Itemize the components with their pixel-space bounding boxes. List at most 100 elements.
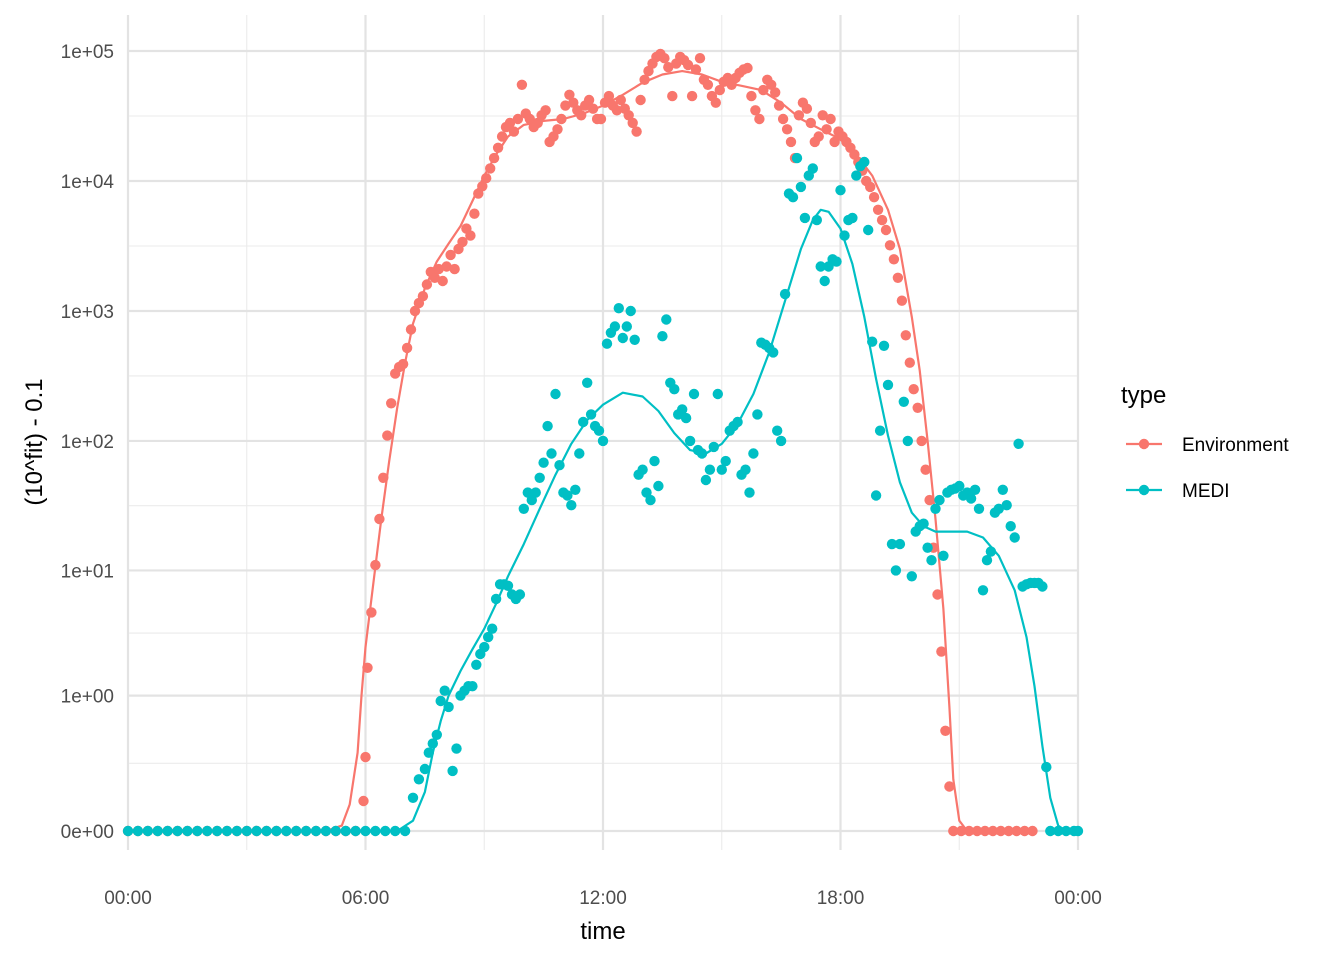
data-point bbox=[625, 305, 636, 317]
data-point bbox=[627, 117, 638, 129]
data-point bbox=[785, 136, 797, 148]
data-point bbox=[971, 825, 983, 837]
data-point bbox=[944, 781, 955, 792]
data-point bbox=[773, 100, 785, 111]
data-point bbox=[742, 62, 753, 74]
data-point bbox=[888, 254, 900, 265]
data-point bbox=[401, 342, 413, 354]
legend: type Environment MEDI bbox=[1121, 382, 1289, 502]
data-point bbox=[542, 420, 553, 432]
data-point bbox=[202, 825, 213, 837]
data-point bbox=[985, 546, 997, 557]
data-point bbox=[585, 409, 597, 420]
data-point bbox=[758, 84, 769, 96]
data-point bbox=[1053, 825, 1064, 837]
data-point bbox=[791, 152, 803, 164]
data-point bbox=[479, 641, 490, 653]
data-point bbox=[514, 589, 526, 600]
data-point bbox=[902, 435, 913, 447]
data-point bbox=[382, 430, 393, 441]
data-point bbox=[566, 500, 577, 511]
data-point bbox=[609, 321, 621, 332]
data-point bbox=[868, 192, 880, 203]
data-point bbox=[740, 464, 751, 475]
data-point bbox=[211, 825, 223, 837]
data-point bbox=[793, 110, 805, 121]
data-point bbox=[251, 825, 262, 837]
data-point bbox=[716, 464, 727, 475]
data-point bbox=[657, 331, 668, 342]
data-point bbox=[570, 484, 581, 495]
data-point bbox=[1045, 825, 1056, 837]
data-point bbox=[900, 330, 911, 341]
data-point bbox=[801, 103, 813, 114]
data-point bbox=[732, 416, 743, 428]
data-point bbox=[518, 503, 529, 514]
data-point bbox=[882, 379, 894, 391]
data-point bbox=[965, 493, 977, 504]
data-point bbox=[597, 435, 609, 447]
data-point bbox=[938, 550, 949, 561]
data-point bbox=[409, 305, 421, 317]
data-point bbox=[538, 457, 549, 468]
y-tick-label: 1e+03 bbox=[61, 302, 114, 323]
data-point bbox=[386, 398, 397, 409]
legend-label-medi: MEDI bbox=[1182, 481, 1230, 502]
data-point bbox=[863, 224, 874, 236]
data-point bbox=[449, 263, 460, 275]
series-medi bbox=[122, 152, 1084, 837]
data-point bbox=[556, 113, 567, 125]
data-point bbox=[821, 124, 832, 135]
data-point bbox=[930, 503, 941, 514]
data-point bbox=[777, 113, 789, 125]
data-point bbox=[690, 64, 702, 75]
data-point bbox=[281, 825, 292, 837]
data-point bbox=[330, 825, 341, 837]
data-point bbox=[908, 384, 919, 395]
data-point bbox=[564, 89, 575, 101]
data-point bbox=[340, 825, 351, 837]
legend-item-environment: Environment bbox=[1126, 435, 1289, 456]
data-point bbox=[481, 173, 492, 184]
data-point bbox=[815, 261, 826, 272]
data-point bbox=[754, 113, 765, 125]
data-point bbox=[847, 212, 858, 224]
data-point bbox=[813, 131, 824, 142]
data-point bbox=[661, 314, 672, 325]
data-point bbox=[819, 275, 830, 287]
data-point bbox=[417, 291, 429, 302]
series-environment bbox=[122, 48, 1038, 837]
data-point bbox=[880, 224, 892, 236]
data-point bbox=[653, 480, 664, 492]
data-point bbox=[550, 388, 561, 400]
data-point bbox=[300, 825, 312, 837]
data-point bbox=[805, 117, 816, 129]
y-tick-label: 1e+04 bbox=[61, 172, 115, 193]
data-point bbox=[524, 113, 535, 125]
data-point bbox=[502, 580, 514, 591]
data-point bbox=[831, 256, 842, 267]
data-point bbox=[669, 384, 680, 395]
data-point bbox=[817, 110, 828, 121]
data-point bbox=[574, 448, 585, 459]
data-point bbox=[916, 435, 927, 447]
data-point bbox=[562, 490, 573, 501]
data-point bbox=[886, 538, 898, 550]
data-point bbox=[132, 825, 144, 837]
y-tick-label: 1e+01 bbox=[61, 561, 114, 582]
data-points bbox=[122, 48, 1084, 837]
data-point bbox=[423, 747, 434, 758]
data-point bbox=[704, 464, 716, 475]
data-point bbox=[920, 464, 931, 475]
data-point bbox=[892, 272, 904, 283]
data-point bbox=[390, 825, 401, 837]
data-point bbox=[1060, 825, 1072, 837]
data-point bbox=[1001, 500, 1012, 511]
data-point bbox=[429, 272, 440, 283]
data-point bbox=[380, 825, 391, 837]
y-tick-label: 1e+02 bbox=[61, 432, 114, 453]
data-point bbox=[552, 124, 563, 135]
data-point bbox=[787, 192, 799, 203]
data-point bbox=[912, 402, 923, 413]
data-point bbox=[811, 214, 822, 226]
